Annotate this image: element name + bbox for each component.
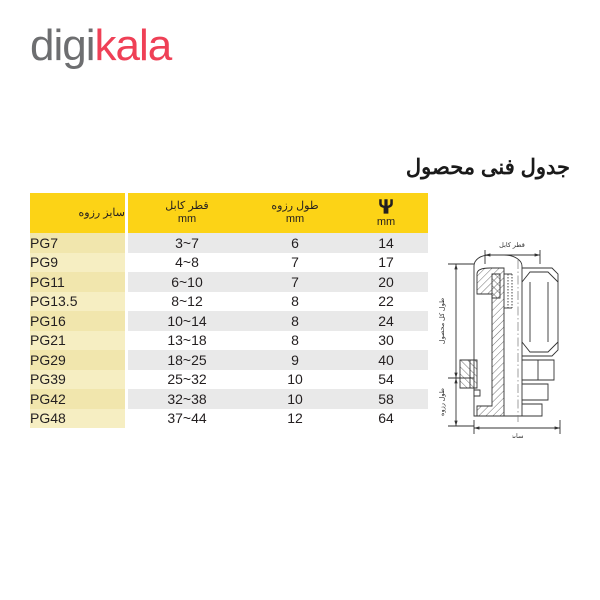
table-row: PG11 6~10 7 20 (30, 272, 428, 292)
column-header-thread-size-label: سایز رزوه (78, 206, 125, 219)
table-row: PG13.5 8~12 8 22 (30, 291, 428, 311)
column-header-wrench-size: mm (344, 193, 428, 233)
cell-wrench-size: 54 (344, 369, 428, 389)
product-spec-table: سایز رزوه قطر کابل mm طول رزوه mm mm (30, 193, 428, 428)
table-row: PG9 4~8 7 17 (30, 252, 428, 272)
cable-gland-diagram: قطر کابل طول کل محصول طول رزوه سایز (430, 238, 592, 438)
cell-cable-diameter: 4~8 (126, 252, 246, 272)
cell-wrench-size: 40 (344, 350, 428, 370)
cell-thread-size: PG7 (30, 233, 128, 253)
cell-cable-diameter: 8~12 (126, 291, 246, 311)
cell-thread-size: PG16 (30, 311, 128, 331)
cell-wrench-size: 24 (344, 311, 428, 331)
cell-cable-diameter: 25~32 (126, 369, 246, 389)
cell-cable-diameter: 37~44 (126, 408, 246, 428)
digikala-logo[interactable]: digikala (30, 21, 173, 70)
column-header-cable-diameter-unit: mm (177, 213, 197, 225)
page-title: جدول فنی محصول (405, 156, 570, 179)
cell-wrench-size: 20 (344, 272, 428, 292)
diagram-label-bottom: سایز (510, 432, 524, 438)
table-body: PG7 3~7 6 14 PG9 4~8 7 17 PG11 6~10 7 20… (30, 233, 428, 428)
cell-thread-size: PG21 (30, 330, 128, 350)
table-row: PG7 3~7 6 14 (30, 233, 428, 253)
cell-thread-size: PG9 (30, 252, 128, 272)
cell-thread-length: 10 (246, 389, 344, 409)
cell-thread-size: PG29 (30, 350, 128, 370)
cell-wrench-size: 64 (344, 408, 428, 428)
column-header-wrench-size-unit: mm (376, 215, 396, 228)
cell-wrench-size: 30 (344, 330, 428, 350)
wrench-icon (344, 198, 428, 215)
cell-thread-length: 8 (246, 311, 344, 331)
column-header-thread-length-unit: mm (285, 213, 305, 225)
cell-cable-diameter: 32~38 (126, 389, 246, 409)
cell-thread-size: PG48 (30, 408, 128, 428)
cell-wrench-size: 17 (344, 252, 428, 272)
cell-thread-size: PG13.5 (30, 291, 128, 311)
table-header-row: سایز رزوه قطر کابل mm طول رزوه mm mm (30, 193, 428, 233)
cell-thread-length: 8 (246, 330, 344, 350)
cell-wrench-size: 14 (344, 233, 428, 253)
cell-thread-length: 7 (246, 272, 344, 292)
cell-wrench-size: 58 (344, 389, 428, 409)
diagram-label-left-lower: طول رزوه (438, 387, 446, 416)
table-row: PG21 13~18 8 30 (30, 330, 428, 350)
diagram-label-left-upper: طول کل محصول (438, 297, 446, 344)
cell-thread-length: 12 (246, 408, 344, 428)
logo-text-digi: digi (30, 21, 95, 70)
cell-thread-size: PG11 (30, 272, 128, 292)
column-header-thread-length-label: طول رزوه (271, 200, 319, 213)
table-row: PG29 18~25 9 40 (30, 350, 428, 370)
table-row: PG39 25~32 10 54 (30, 369, 428, 389)
cell-thread-length: 7 (246, 252, 344, 272)
cell-cable-diameter: 13~18 (126, 330, 246, 350)
table-row: PG48 37~44 12 64 (30, 408, 428, 428)
column-header-cable-diameter: قطر کابل mm (126, 193, 246, 233)
table-row: PG42 32~38 10 58 (30, 389, 428, 409)
table-header: سایز رزوه قطر کابل mm طول رزوه mm mm (30, 193, 428, 233)
column-header-thread-length: طول رزوه mm (246, 193, 344, 233)
cell-cable-diameter: 18~25 (126, 350, 246, 370)
cell-cable-diameter: 6~10 (126, 272, 246, 292)
cell-cable-diameter: 10~14 (126, 311, 246, 331)
cell-thread-size: PG39 (30, 369, 128, 389)
cell-thread-size: PG42 (30, 389, 128, 409)
cell-cable-diameter: 3~7 (126, 233, 246, 253)
table-row: PG16 10~14 8 24 (30, 311, 428, 331)
cell-thread-length: 10 (246, 369, 344, 389)
cell-wrench-size: 22 (344, 291, 428, 311)
diagram-label-top: قطر کابل (499, 241, 525, 249)
logo-text-kala: kala (94, 21, 173, 70)
cell-thread-length: 8 (246, 291, 344, 311)
cell-thread-length: 9 (246, 350, 344, 370)
column-header-cable-diameter-label: قطر کابل (165, 200, 209, 213)
cell-thread-length: 6 (246, 233, 344, 253)
column-header-thread-size: سایز رزوه (30, 193, 128, 233)
